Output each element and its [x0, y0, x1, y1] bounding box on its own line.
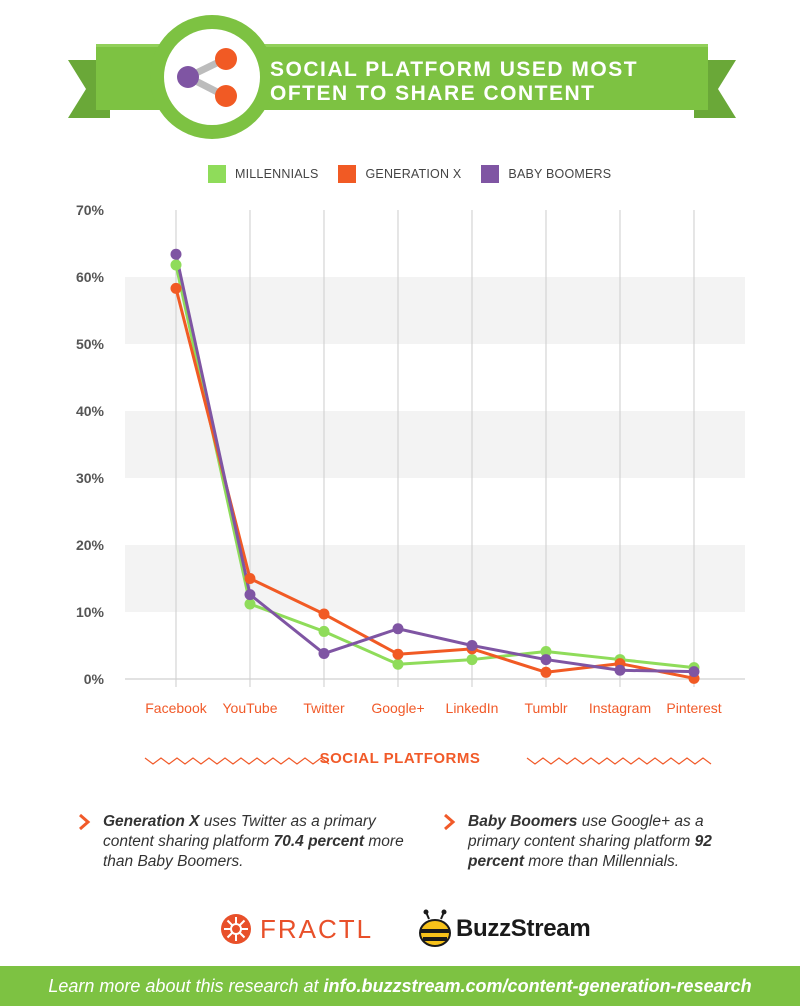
title-line-2: OFTEN TO SHARE CONTENT: [270, 82, 596, 105]
data-point: [244, 589, 256, 601]
callout-left-text1: uses Twitter as a primary content sharin…: [103, 813, 376, 850]
chart-legend: MILLENNIALS GENERATION X BABY BOOMERS: [208, 162, 631, 186]
callout-left-subject: Generation X: [103, 813, 200, 830]
legend-label-baby-boomers: BABY BOOMERS: [508, 167, 612, 181]
grid-band: [125, 545, 745, 612]
y-tick-label: 50%: [76, 336, 105, 352]
callout-right-figure: 92 percent: [468, 833, 712, 870]
data-point: [318, 608, 330, 620]
data-point: [466, 654, 478, 666]
series-line: [174, 288, 695, 680]
data-point: [392, 658, 404, 670]
y-tick-label: 60%: [76, 269, 105, 285]
footer-prefix: Learn more about this research at: [48, 976, 324, 996]
x-axis-title: SOCIAL PLATFORMS: [319, 750, 481, 767]
zigzag-right: [526, 757, 712, 765]
data-point: [170, 282, 182, 294]
header-banner: SOCIAL PLATFORM USED MOST OFTEN TO SHARE…: [0, 0, 800, 150]
y-tick-label: 0%: [84, 671, 105, 687]
x-tick-label: Facebook: [145, 700, 207, 716]
data-point: [244, 598, 256, 610]
callout-right-text2: more than Millennials.: [524, 853, 680, 870]
y-tick-label: 70%: [76, 202, 105, 218]
data-point: [688, 666, 700, 678]
legend-swatch-generation-x: [338, 165, 357, 183]
footer-link[interactable]: info.buzzstream.com/content-generation-r…: [323, 976, 752, 996]
legend-label-generation-x: GENERATION X: [365, 167, 462, 181]
x-tick-label: Instagram: [589, 700, 651, 716]
data-point: [170, 259, 182, 271]
callout-baby-boomers: Baby Boomers use Google+ as a primary co…: [444, 812, 758, 872]
legend-item-baby-boomers: BABY BOOMERS: [481, 165, 611, 183]
buzzstream-logo-text: BuzzStream: [456, 915, 591, 942]
axis-title-zigzags: [144, 757, 712, 765]
data-point: [318, 625, 330, 637]
chevron-right-icon: [444, 813, 456, 831]
legend-swatch-millennials: [208, 165, 226, 183]
x-axis-title-row: SOCIAL PLATFORMS: [0, 746, 800, 776]
fractl-logo: FRACTL: [220, 913, 373, 945]
legend-item-millennials: MILLENNIALS: [208, 165, 318, 183]
legend-item-generation-x: GENERATION X: [338, 165, 461, 183]
y-tick-label: 10%: [76, 604, 105, 620]
data-point: [392, 648, 404, 660]
footer-bar: Learn more about this research at info.b…: [0, 966, 800, 1006]
y-tick-label: 20%: [76, 537, 105, 553]
x-tick-label: Pinterest: [666, 700, 721, 716]
callout-left-text2: more than Baby Boomers.: [103, 833, 404, 870]
buzzstream-logo: BuzzStream: [418, 909, 591, 949]
logos-row: FRACTL BuzzStream: [0, 905, 800, 955]
data-point: [244, 573, 256, 584]
y-tick-label: 40%: [76, 403, 105, 419]
x-tick-label: Twitter: [303, 700, 345, 716]
series-line: [174, 253, 695, 674]
data-point: [392, 623, 404, 635]
data-point: [614, 664, 626, 676]
x-tick-label: Tumblr: [524, 700, 567, 716]
chevron-right-icon: [79, 813, 91, 831]
series-line: [174, 264, 695, 670]
grid-band: [125, 277, 745, 344]
data-point: [540, 666, 552, 678]
data-point: [466, 640, 478, 651]
legend-label-millennials: MILLENNIALS: [235, 167, 319, 181]
share-icon: [150, 15, 274, 139]
x-tick-label: LinkedIn: [446, 700, 499, 716]
grid-band: [125, 411, 745, 478]
data-point: [540, 646, 552, 658]
y-tick-label: 30%: [76, 470, 105, 486]
callout-right-subject: Baby Boomers: [468, 813, 578, 830]
x-tick-label: YouTube: [222, 700, 277, 716]
zigzag-left: [144, 757, 330, 765]
callout-generation-x: Generation X uses Twitter as a primary c…: [79, 812, 418, 872]
callout-left-figure: 70.4 percent: [273, 833, 365, 850]
bee-icon: [419, 909, 451, 947]
data-point: [318, 648, 330, 660]
callout-right-text1: use Google+ as a primary content sharing…: [468, 813, 704, 850]
chart-title: SOCIAL PLATFORM USED MOST OFTEN TO SHARE…: [270, 58, 690, 106]
data-point: [170, 248, 182, 260]
data-point: [540, 654, 552, 666]
x-tick-label: Google+: [371, 700, 424, 716]
title-line-1: SOCIAL PLATFORM USED MOST: [270, 58, 639, 81]
fractl-mark-icon: [221, 914, 251, 944]
legend-swatch-baby-boomers: [481, 165, 500, 183]
line-chart: 0% 10% 20% 30% 40% 50% 60% 70% Facebook YouTube Tw…: [76, 202, 745, 716]
fractl-logo-text: FRACTL: [260, 913, 374, 944]
